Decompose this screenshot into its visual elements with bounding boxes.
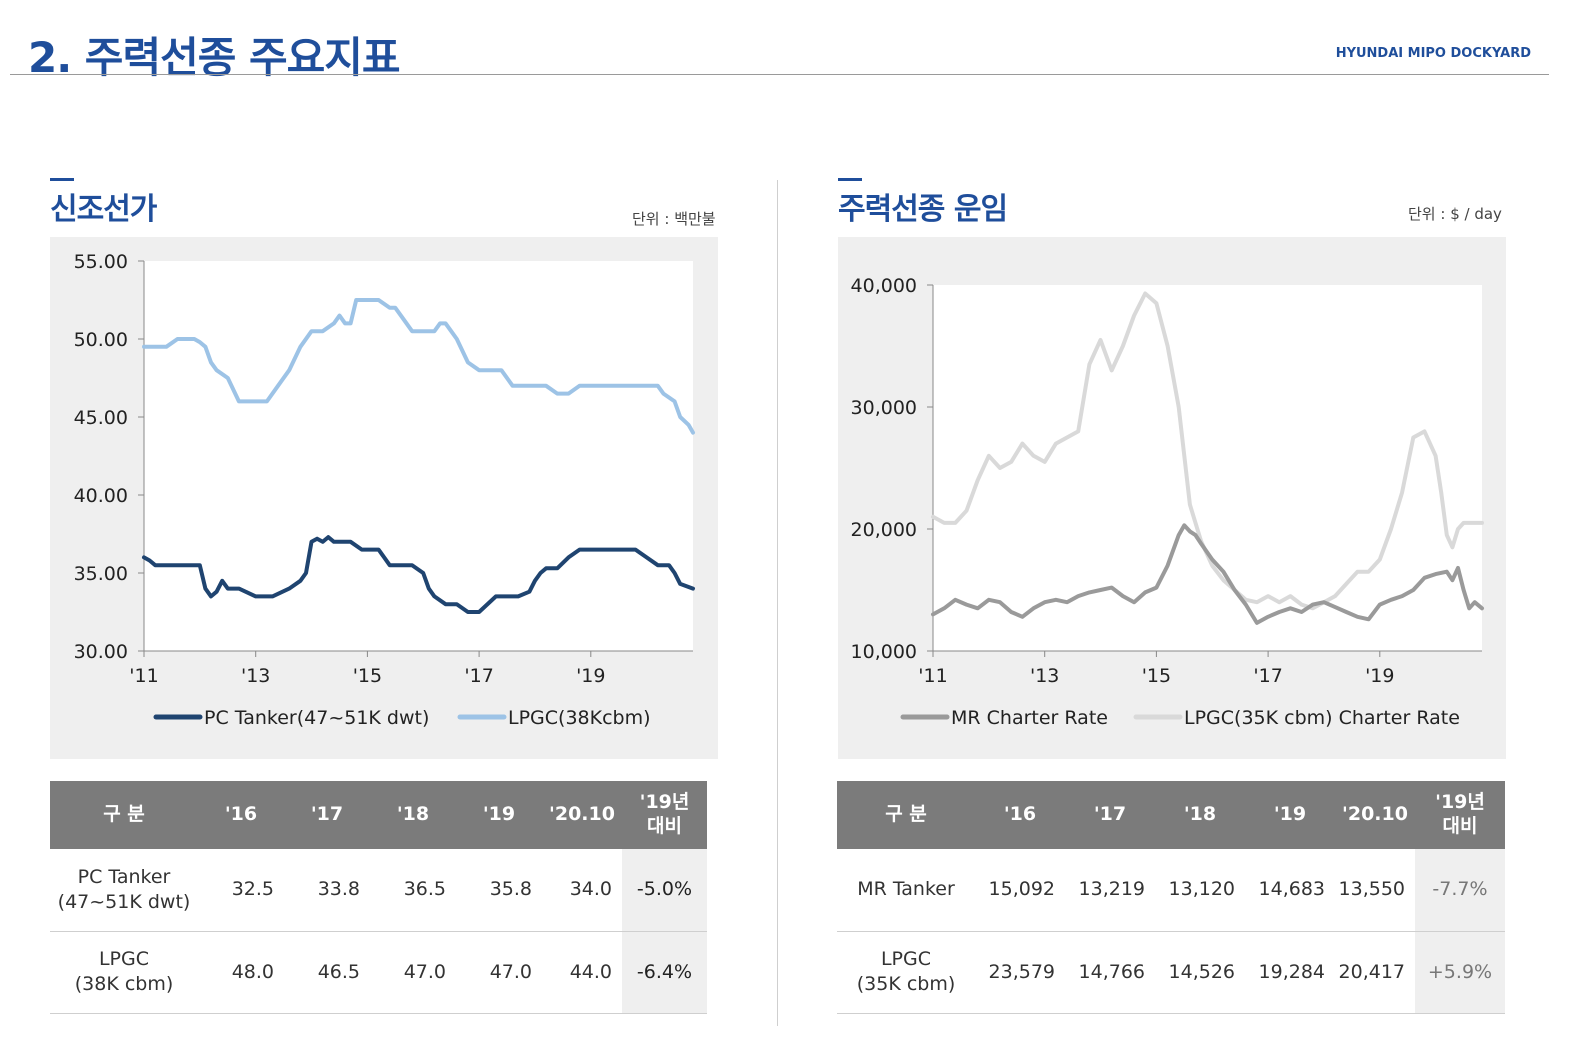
legend-label: PC Tanker(47~51K dwt)	[204, 707, 429, 729]
legend-label: LPGC(35K cbm) Charter Rate	[1184, 707, 1460, 729]
table-cell: 35.8	[456, 849, 542, 932]
table-cell: 44.0	[542, 931, 622, 1014]
table-cell: 13,550	[1335, 849, 1415, 932]
col-header: '18	[1155, 781, 1245, 849]
row-label: LPGC (38K cbm)	[50, 931, 198, 1014]
col-header: '16	[198, 781, 284, 849]
left-data-table: 구 분 '16 '17 '18 '19 '20.10 '19년 대비 PC Ta…	[50, 781, 707, 1014]
table-cell: 13,219	[1065, 849, 1155, 932]
series-line	[142, 535, 695, 614]
legend-label: MR Charter Rate	[951, 707, 1108, 729]
y-tick-label: 40.00	[74, 485, 128, 507]
header-divider	[10, 74, 1549, 75]
page-title: 2. 주력선종 주요지표	[28, 33, 401, 82]
series-line	[931, 291, 1484, 611]
table-cell: 48.0	[198, 931, 284, 1014]
col-header: '19	[1245, 781, 1335, 849]
y-tick-label: 30,000	[851, 397, 917, 419]
table-cell: 23,579	[975, 931, 1065, 1014]
yoy-cell: -5.0%	[622, 849, 707, 932]
series-line	[142, 298, 695, 435]
newbuild-price-chart: 55.00 50.00 45.00 40.00 35.00 30.00'11 '13 '15 '…	[74, 251, 695, 729]
left-unit-label: 단위 : 백만불	[632, 210, 716, 228]
x-tick-label: '15	[1142, 665, 1171, 687]
col-header: '20.10	[1335, 781, 1415, 849]
col-header: '19년 대비	[1415, 781, 1505, 849]
table-cell: 33.8	[284, 849, 370, 932]
table-cell: 19,284	[1245, 931, 1335, 1014]
table-cell: 14,766	[1065, 931, 1155, 1014]
col-header: '18	[370, 781, 456, 849]
row-label: LPGC (35K cbm)	[837, 931, 975, 1014]
yoy-cell: -6.4%	[622, 931, 707, 1014]
table-cell: 14,683	[1245, 849, 1335, 932]
x-tick-label: '13	[241, 665, 270, 687]
col-header: 구 분	[50, 781, 198, 849]
table-cell: 20,417	[1335, 931, 1415, 1014]
y-tick-label: 30.00	[74, 641, 128, 663]
col-header: '17	[284, 781, 370, 849]
x-tick-label: '15	[353, 665, 382, 687]
left-section-title: 신조선가	[50, 192, 157, 227]
plot-area	[144, 261, 693, 651]
series-line	[931, 523, 1484, 625]
table-row: LPGC (35K cbm) 23,579 14,766 14,526 19,28…	[837, 931, 1505, 1014]
col-header: '16	[975, 781, 1065, 849]
table-cell: 46.5	[284, 931, 370, 1014]
col-header: 구 분	[837, 781, 975, 849]
y-tick-label: 45.00	[74, 407, 128, 429]
table-cell: 15,092	[975, 849, 1065, 932]
table-cell: 14,526	[1155, 931, 1245, 1014]
table-cell: 34.0	[542, 849, 622, 932]
table-cell: 13,120	[1155, 849, 1245, 932]
table-row: LPGC (38K cbm) 48.0 46.5 47.0 47.0 44.0 -…	[50, 931, 707, 1014]
right-section-title: 주력선종 운임	[838, 192, 1008, 227]
col-header: '17	[1065, 781, 1155, 849]
x-tick-label: '17	[1253, 665, 1282, 687]
col-header: '19년 대비	[622, 781, 707, 849]
x-tick-label: '19	[576, 665, 605, 687]
left-chart-panel: 55.00 50.00 45.00 40.00 35.00 30.00'11 '13 '15 '…	[50, 237, 718, 759]
table-cell: 36.5	[370, 849, 456, 932]
table-cell: 32.5	[198, 849, 284, 932]
brand-label: HYUNDAI MIPO DOCKYARD	[1335, 46, 1531, 61]
yoy-cell: +5.9%	[1415, 931, 1505, 1014]
table-cell: 47.0	[456, 931, 542, 1014]
table-row: MR Tanker 15,092 13,219 13,120 14,683 13…	[837, 849, 1505, 932]
section-accent-bar	[50, 178, 74, 181]
right-chart-panel: 40,000 30,000 20,000 10,000'11'13'15'17'19 …	[838, 237, 1506, 759]
y-tick-label: 50.00	[74, 329, 128, 351]
row-label: PC Tanker (47~51K dwt)	[50, 849, 198, 932]
x-tick-label: '11	[129, 665, 158, 687]
section-accent-bar	[838, 178, 862, 181]
y-tick-label: 40,000	[851, 275, 917, 297]
col-header: '19	[456, 781, 542, 849]
y-tick-label: 55.00	[74, 251, 128, 273]
yoy-cell: -7.7%	[1415, 849, 1505, 932]
table-header-row: 구 분 '16 '17 '18 '19 '20.10 '19년 대비	[50, 781, 707, 849]
y-tick-label: 10,000	[851, 641, 917, 663]
y-tick-label: 35.00	[74, 563, 128, 585]
col-header: '20.10	[542, 781, 622, 849]
charter-rate-chart: 40,00030,00020,00010,000'11'13'15'17'19 …	[851, 275, 1484, 729]
right-data-table: 구 분 '16 '17 '18 '19 '20.10 '19년 대비 MR Ta…	[837, 781, 1505, 1014]
x-tick-label: '11	[918, 665, 947, 687]
table-cell: 47.0	[370, 931, 456, 1014]
table-header-row: 구 분 '16 '17 '18 '19 '20.10 '19년 대비	[837, 781, 1505, 849]
section-divider	[777, 180, 778, 1026]
table-row: PC Tanker (47~51K dwt) 32.5 33.8 36.5 35.…	[50, 849, 707, 932]
x-tick-label: '13	[1030, 665, 1059, 687]
y-tick-label: 20,000	[851, 519, 917, 541]
right-unit-label: 단위 : $ / day	[1408, 205, 1502, 223]
plot-area	[933, 285, 1482, 651]
x-tick-label: '19	[1365, 665, 1394, 687]
x-tick-label: '17	[464, 665, 493, 687]
row-label: MR Tanker	[837, 849, 975, 932]
legend-label: LPGC(38Kcbm)	[508, 707, 651, 729]
